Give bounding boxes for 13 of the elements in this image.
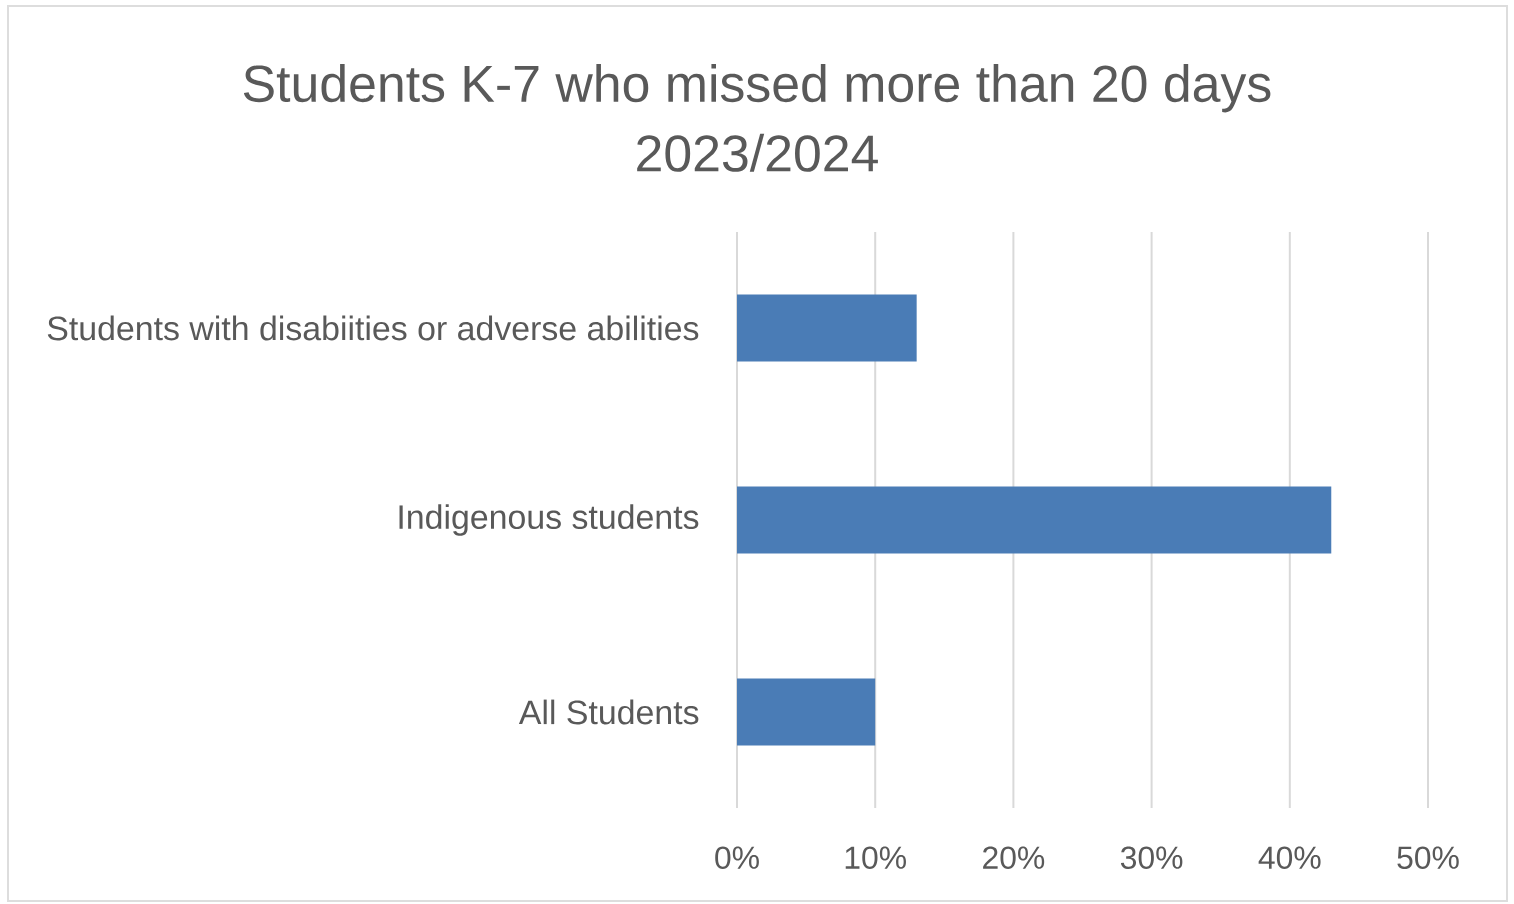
bar: [737, 678, 876, 746]
y-tick-label: All Students: [518, 699, 699, 725]
x-tick-label: 30%: [1120, 846, 1183, 869]
bar: [737, 294, 917, 362]
y-tick-label: Indigenous students: [399, 504, 699, 536]
x-tick-label: 40%: [1258, 846, 1321, 869]
x-tick-label: 10%: [845, 846, 906, 869]
chart-title: Students K-7 who missed more than 20 days 2023/2024: [243, 64, 1271, 172]
x-tick-label: 20%: [983, 846, 1045, 869]
y-tick-label: Students with disabiities or adverse abilities: [47, 315, 699, 341]
x-tick-label: 50%: [1397, 846, 1459, 869]
x-tick-label: 0%: [715, 846, 759, 869]
bar: [737, 486, 1332, 554]
